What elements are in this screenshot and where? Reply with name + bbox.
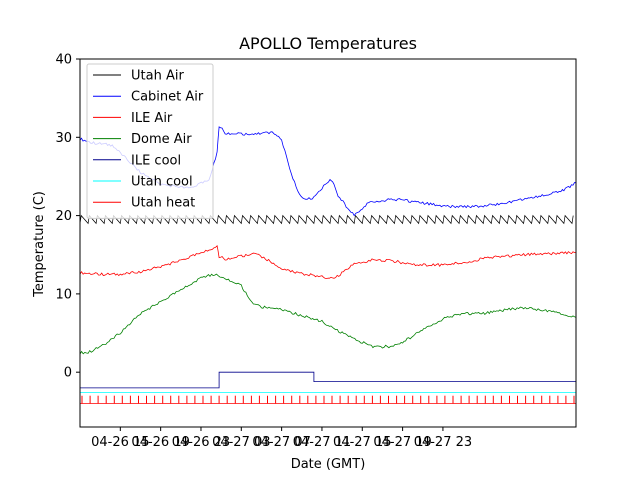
legend-label: ILE Air bbox=[131, 111, 173, 126]
series-utah-heat bbox=[80, 395, 576, 404]
y-tick-label: 30 bbox=[55, 131, 72, 146]
y-tick-label: 20 bbox=[55, 209, 72, 224]
x-tick-label: 04-26 15 bbox=[91, 435, 149, 450]
x-tick-label: 04-27 19 bbox=[373, 435, 431, 450]
x-tick-label: 04-27 07 bbox=[252, 435, 310, 450]
x-tick-label: 04-27 15 bbox=[333, 435, 391, 450]
x-tick-label: 04-27 23 bbox=[414, 435, 472, 450]
legend-label: Utah Air bbox=[131, 69, 184, 84]
legend-label: Utah cool bbox=[131, 175, 193, 190]
x-tick-label: 04-27 03 bbox=[212, 435, 270, 450]
legend-label: Dome Air bbox=[131, 132, 192, 147]
x-tick-label: 04-26 19 bbox=[131, 435, 189, 450]
legend-label: ILE cool bbox=[131, 153, 181, 168]
axes-frame bbox=[79, 58, 577, 428]
x-axis-label: Date (GMT) bbox=[291, 457, 366, 472]
y-tick-label: 10 bbox=[55, 287, 72, 302]
y-tick-label: 40 bbox=[55, 53, 72, 68]
y-tick-label: 0 bbox=[64, 366, 72, 381]
chart-title: APOLLO Temperatures bbox=[239, 34, 417, 53]
x-tick-label: 04-26 23 bbox=[172, 435, 230, 450]
series-ile-cool bbox=[80, 371, 576, 389]
legend-label: Cabinet Air bbox=[131, 90, 204, 105]
legend-label: Utah heat bbox=[131, 196, 195, 211]
series-ile-air bbox=[80, 244, 576, 280]
series-utah-air bbox=[80, 214, 574, 225]
series-dome-air bbox=[80, 273, 576, 355]
y-axis-label: Temperature (C) bbox=[32, 191, 47, 298]
legend: Utah Air Cabinet Air ILE Air Dome Air ILE co… bbox=[86, 63, 214, 219]
x-tick-label: 04-27 11 bbox=[293, 435, 351, 450]
legend-box bbox=[86, 63, 214, 219]
